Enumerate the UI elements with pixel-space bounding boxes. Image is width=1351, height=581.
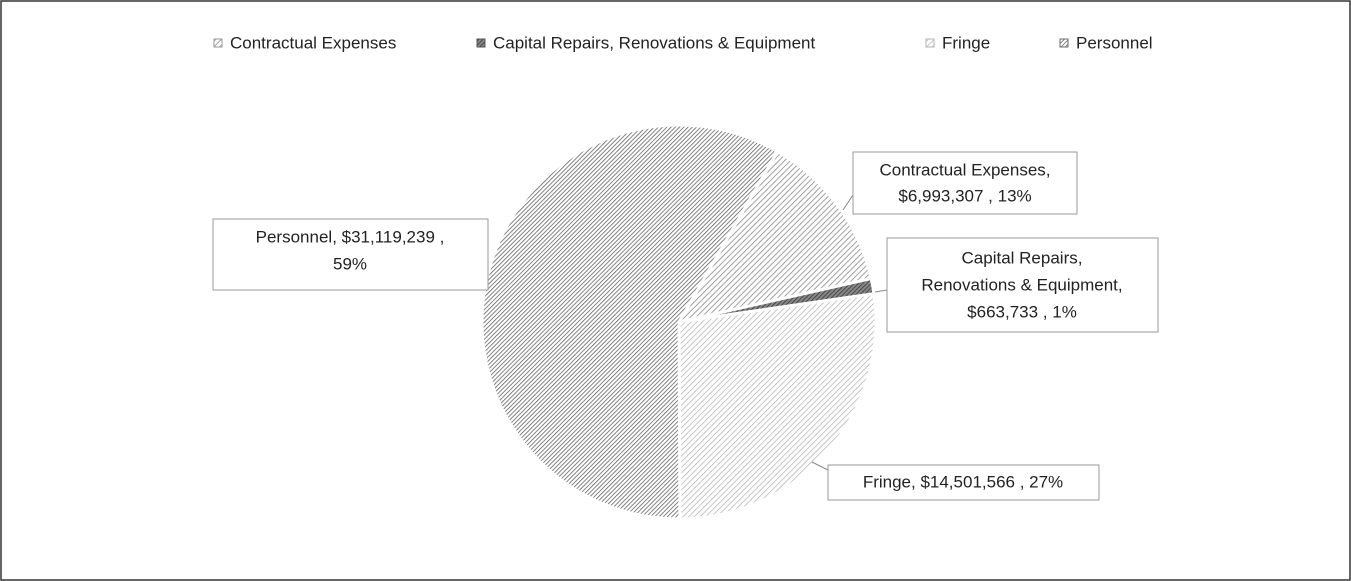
data-label-box (852, 151, 1078, 215)
legend-marker (1059, 38, 1069, 48)
leader-line (874, 289, 888, 293)
data-label: Renovations & Equipment, (921, 275, 1122, 294)
pie-slice (480, 123, 780, 521)
legend-marker (925, 38, 935, 48)
data-label-box (827, 464, 1100, 501)
data-label: Capital Repairs, (962, 248, 1083, 267)
legend-label: Fringe (942, 33, 990, 52)
pie-slice (677, 291, 878, 521)
legend-label: Personnel (1076, 33, 1153, 52)
legend-marker (213, 38, 223, 48)
data-label: Fringe, $14,501,566 , 27% (863, 472, 1063, 491)
data-label: Personnel, $31,119,239 , (256, 227, 445, 246)
leader-line (811, 461, 829, 471)
legend-label: Capital Repairs, Renovations & Equipment (493, 33, 816, 52)
data-label: $663,733 , 1% (967, 302, 1077, 321)
data-label-box (212, 218, 489, 291)
data-label: $6,993,307 , 13% (898, 186, 1031, 205)
leader-line (842, 194, 854, 211)
data-label: Contractual Expenses, (879, 160, 1050, 179)
legend-label: Contractual Expenses (230, 33, 396, 52)
legend-marker (476, 38, 486, 48)
data-label-box (886, 237, 1159, 333)
data-label: 59% (333, 254, 367, 273)
pie-slice (675, 149, 873, 325)
